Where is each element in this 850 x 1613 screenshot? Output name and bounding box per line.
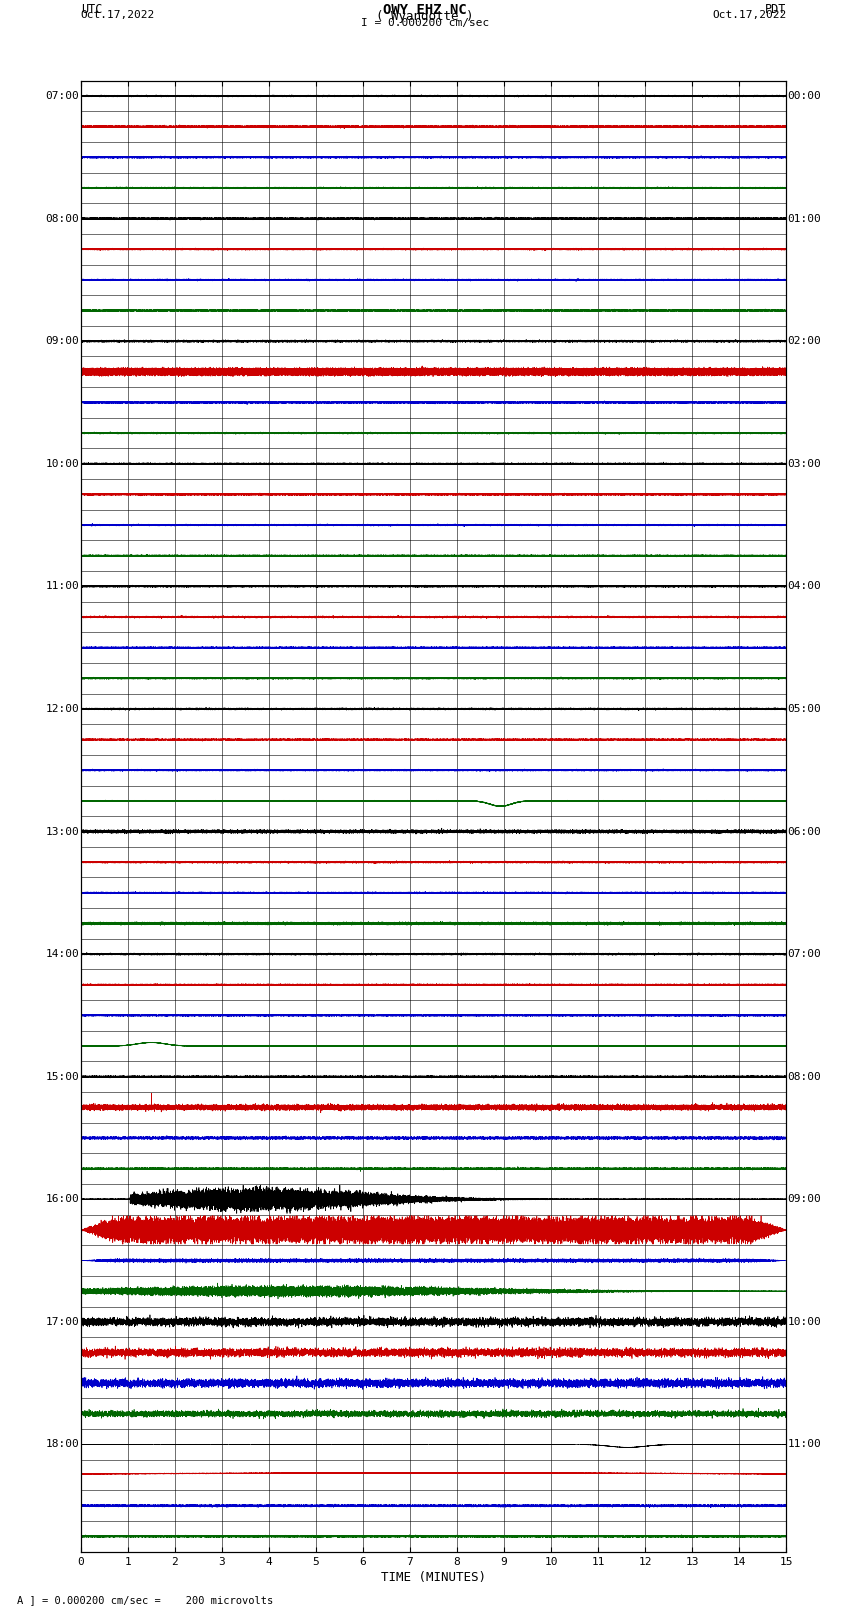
- Text: 18:00: 18:00: [46, 1439, 79, 1450]
- Text: 03:00: 03:00: [788, 458, 821, 469]
- Text: 07:00: 07:00: [788, 948, 821, 960]
- Text: 16:00: 16:00: [46, 1194, 79, 1205]
- Text: 02:00: 02:00: [788, 336, 821, 347]
- Text: 17:00: 17:00: [46, 1316, 79, 1327]
- Text: 10:00: 10:00: [46, 458, 79, 469]
- Text: A ] = 0.000200 cm/sec =    200 microvolts: A ] = 0.000200 cm/sec = 200 microvolts: [17, 1595, 273, 1605]
- Text: OWY EHZ NC: OWY EHZ NC: [383, 3, 467, 18]
- Text: 06:00: 06:00: [788, 826, 821, 837]
- Text: 11:00: 11:00: [46, 581, 79, 592]
- Text: 14:00: 14:00: [46, 948, 79, 960]
- Text: 05:00: 05:00: [788, 703, 821, 715]
- Text: 12:00: 12:00: [46, 703, 79, 715]
- Text: 15:00: 15:00: [46, 1071, 79, 1082]
- Text: 04:00: 04:00: [788, 581, 821, 592]
- Text: UTC: UTC: [81, 3, 102, 16]
- Text: 00:00: 00:00: [788, 90, 821, 102]
- Text: 07:00: 07:00: [46, 90, 79, 102]
- Text: Oct.17,2022: Oct.17,2022: [81, 11, 155, 21]
- Text: 08:00: 08:00: [46, 213, 79, 224]
- Text: I = 0.000200 cm/sec: I = 0.000200 cm/sec: [361, 18, 489, 27]
- Text: PDT: PDT: [765, 3, 786, 16]
- Text: ( Wyandotte ): ( Wyandotte ): [377, 11, 473, 24]
- Text: 08:00: 08:00: [788, 1071, 821, 1082]
- Text: 09:00: 09:00: [788, 1194, 821, 1205]
- Text: Oct.17,2022: Oct.17,2022: [712, 11, 786, 21]
- X-axis label: TIME (MINUTES): TIME (MINUTES): [381, 1571, 486, 1584]
- Text: 10:00: 10:00: [788, 1316, 821, 1327]
- Text: 11:00: 11:00: [788, 1439, 821, 1450]
- Text: 09:00: 09:00: [46, 336, 79, 347]
- Text: 13:00: 13:00: [46, 826, 79, 837]
- Text: 01:00: 01:00: [788, 213, 821, 224]
